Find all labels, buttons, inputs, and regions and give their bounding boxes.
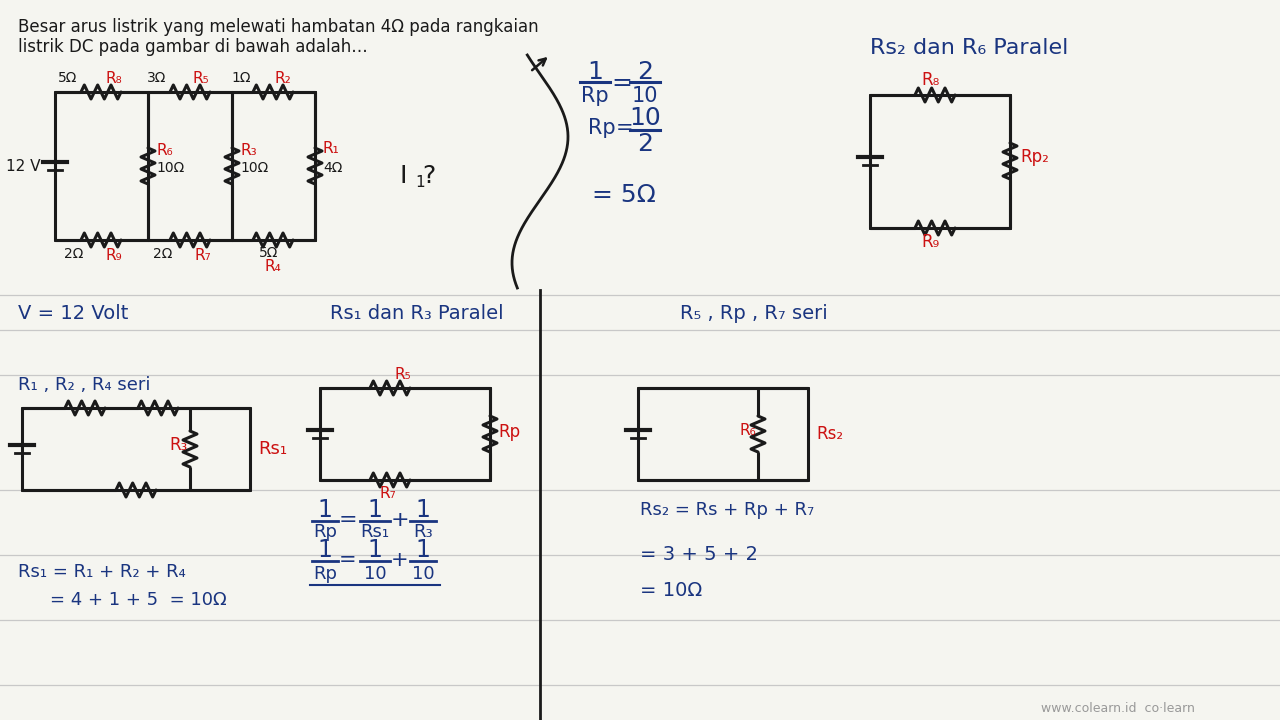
Text: 10Ω: 10Ω (156, 161, 184, 175)
Text: V = 12 Volt: V = 12 Volt (18, 304, 128, 323)
Text: R₇: R₇ (380, 487, 397, 502)
Text: 1: 1 (367, 538, 383, 562)
Text: Rs₁ dan R₃ Paralel: Rs₁ dan R₃ Paralel (330, 304, 503, 323)
Text: R₁ , R₂ , R₄ seri: R₁ , R₂ , R₄ seri (18, 376, 151, 394)
Text: Rs₂ dan R₆ Paralel: Rs₂ dan R₆ Paralel (870, 38, 1069, 58)
Text: R₁: R₁ (323, 140, 339, 156)
Text: 3Ω: 3Ω (147, 71, 166, 85)
Text: 1: 1 (367, 498, 383, 522)
Text: R₅: R₅ (396, 366, 412, 382)
Text: =: = (339, 510, 357, 530)
Text: =: = (339, 550, 357, 570)
Text: 10: 10 (364, 565, 387, 583)
Text: 1: 1 (416, 538, 430, 562)
Text: Rs₁ = R₁ + R₂ + R₄: Rs₁ = R₁ + R₂ + R₄ (18, 563, 186, 581)
Text: R₈: R₈ (922, 71, 941, 89)
Text: 2: 2 (637, 132, 653, 156)
Text: 5Ω: 5Ω (260, 246, 279, 260)
Text: R₇: R₇ (195, 248, 211, 263)
Text: 1: 1 (415, 174, 425, 189)
Text: 12 V: 12 V (5, 158, 40, 174)
Text: R₆: R₆ (740, 423, 756, 438)
Text: Rp: Rp (314, 565, 337, 583)
Text: listrik DC pada gambar di bawah adalah…: listrik DC pada gambar di bawah adalah… (18, 38, 367, 56)
Text: R₂: R₂ (275, 71, 292, 86)
Text: R₉: R₉ (105, 248, 122, 263)
Text: 4Ω: 4Ω (323, 161, 342, 175)
Text: +: + (392, 550, 408, 570)
Text: R₈: R₈ (105, 71, 122, 86)
Text: Rs₁: Rs₁ (259, 440, 287, 458)
Text: 2: 2 (637, 60, 653, 84)
Text: =: = (612, 71, 632, 95)
Text: www.colearn.id  co·learn: www.colearn.id co·learn (1041, 701, 1196, 714)
Text: = 3 + 5 + 2: = 3 + 5 + 2 (640, 546, 758, 564)
Text: 10Ω: 10Ω (241, 161, 269, 175)
Text: Besar arus listrik yang melewati hambatan 4Ω pada rangkaian: Besar arus listrik yang melewati hambata… (18, 18, 539, 36)
Text: ?: ? (422, 164, 435, 188)
Text: Rs₂: Rs₂ (817, 425, 844, 443)
Text: 10: 10 (632, 86, 658, 106)
Text: R₄: R₄ (265, 258, 282, 274)
Text: 1: 1 (416, 498, 430, 522)
Text: 5Ω: 5Ω (58, 71, 77, 85)
Text: R₃: R₃ (170, 436, 188, 454)
Text: R₅ , Rp , R₇ seri: R₅ , Rp , R₇ seri (680, 304, 828, 323)
Text: 1: 1 (317, 538, 333, 562)
Text: 2Ω: 2Ω (64, 247, 83, 261)
Text: = 4 + 1 + 5  = 10Ω: = 4 + 1 + 5 = 10Ω (50, 591, 227, 609)
Text: R₉: R₉ (922, 233, 940, 251)
Text: Rs₂ = Rs + Rp + R₇: Rs₂ = Rs + Rp + R₇ (640, 501, 814, 519)
Text: = 5Ω: = 5Ω (591, 183, 655, 207)
Text: Rp₂: Rp₂ (1020, 148, 1048, 166)
Text: R₃: R₃ (241, 143, 256, 158)
Text: Rs₁: Rs₁ (361, 523, 389, 541)
Text: 1Ω: 1Ω (232, 71, 251, 85)
Text: Rp: Rp (498, 423, 520, 441)
Text: R₅: R₅ (192, 71, 209, 86)
Text: 10: 10 (630, 106, 660, 130)
Text: Rp: Rp (581, 86, 609, 106)
Text: +: + (390, 510, 410, 530)
Text: I: I (399, 164, 407, 188)
Text: R₆: R₆ (156, 143, 173, 158)
Text: =: = (616, 118, 634, 138)
Text: 10: 10 (412, 565, 434, 583)
Text: 2Ω: 2Ω (152, 247, 172, 261)
Text: 1: 1 (317, 498, 333, 522)
Text: R₃: R₃ (413, 523, 433, 541)
Text: = 10Ω: = 10Ω (640, 580, 703, 600)
Text: Rp: Rp (588, 118, 616, 138)
Text: 1: 1 (588, 60, 603, 84)
Text: Rp: Rp (314, 523, 337, 541)
